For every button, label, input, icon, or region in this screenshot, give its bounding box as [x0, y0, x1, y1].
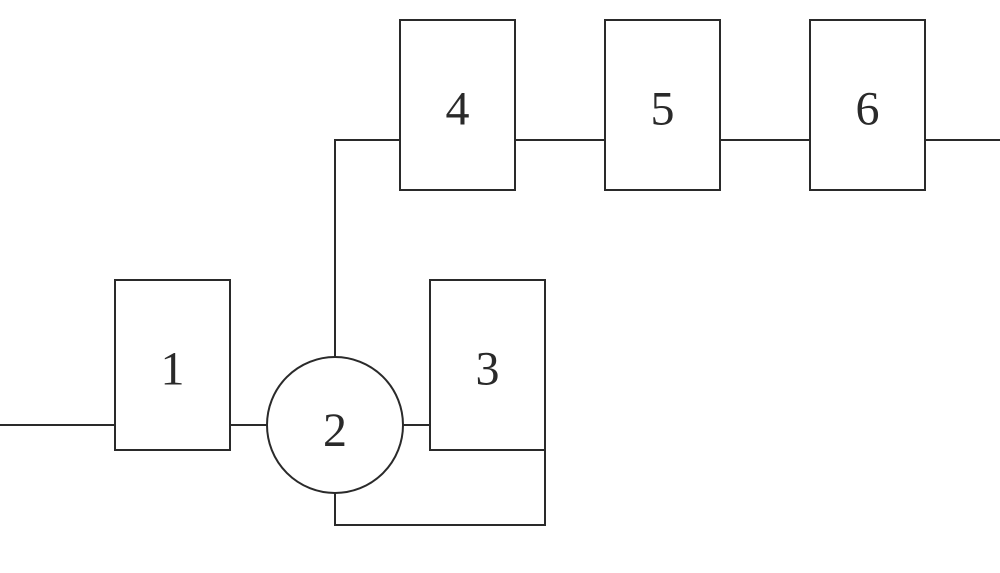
block-n4: 4: [400, 20, 515, 190]
block-n3: 3: [430, 280, 545, 450]
block-label: 3: [476, 343, 500, 396]
block-n6: 6: [810, 20, 925, 190]
block-label: 5: [651, 83, 675, 136]
block-label: 6: [856, 83, 880, 136]
block-label: 1: [161, 343, 185, 396]
block-diagram: 1 3 4 5 6 2: [0, 0, 1000, 573]
block-n5: 5: [605, 20, 720, 190]
block-n1: 1: [115, 280, 230, 450]
block-label: 4: [446, 83, 470, 136]
block-label: 2: [323, 404, 347, 457]
block-n2: 2: [267, 357, 403, 493]
